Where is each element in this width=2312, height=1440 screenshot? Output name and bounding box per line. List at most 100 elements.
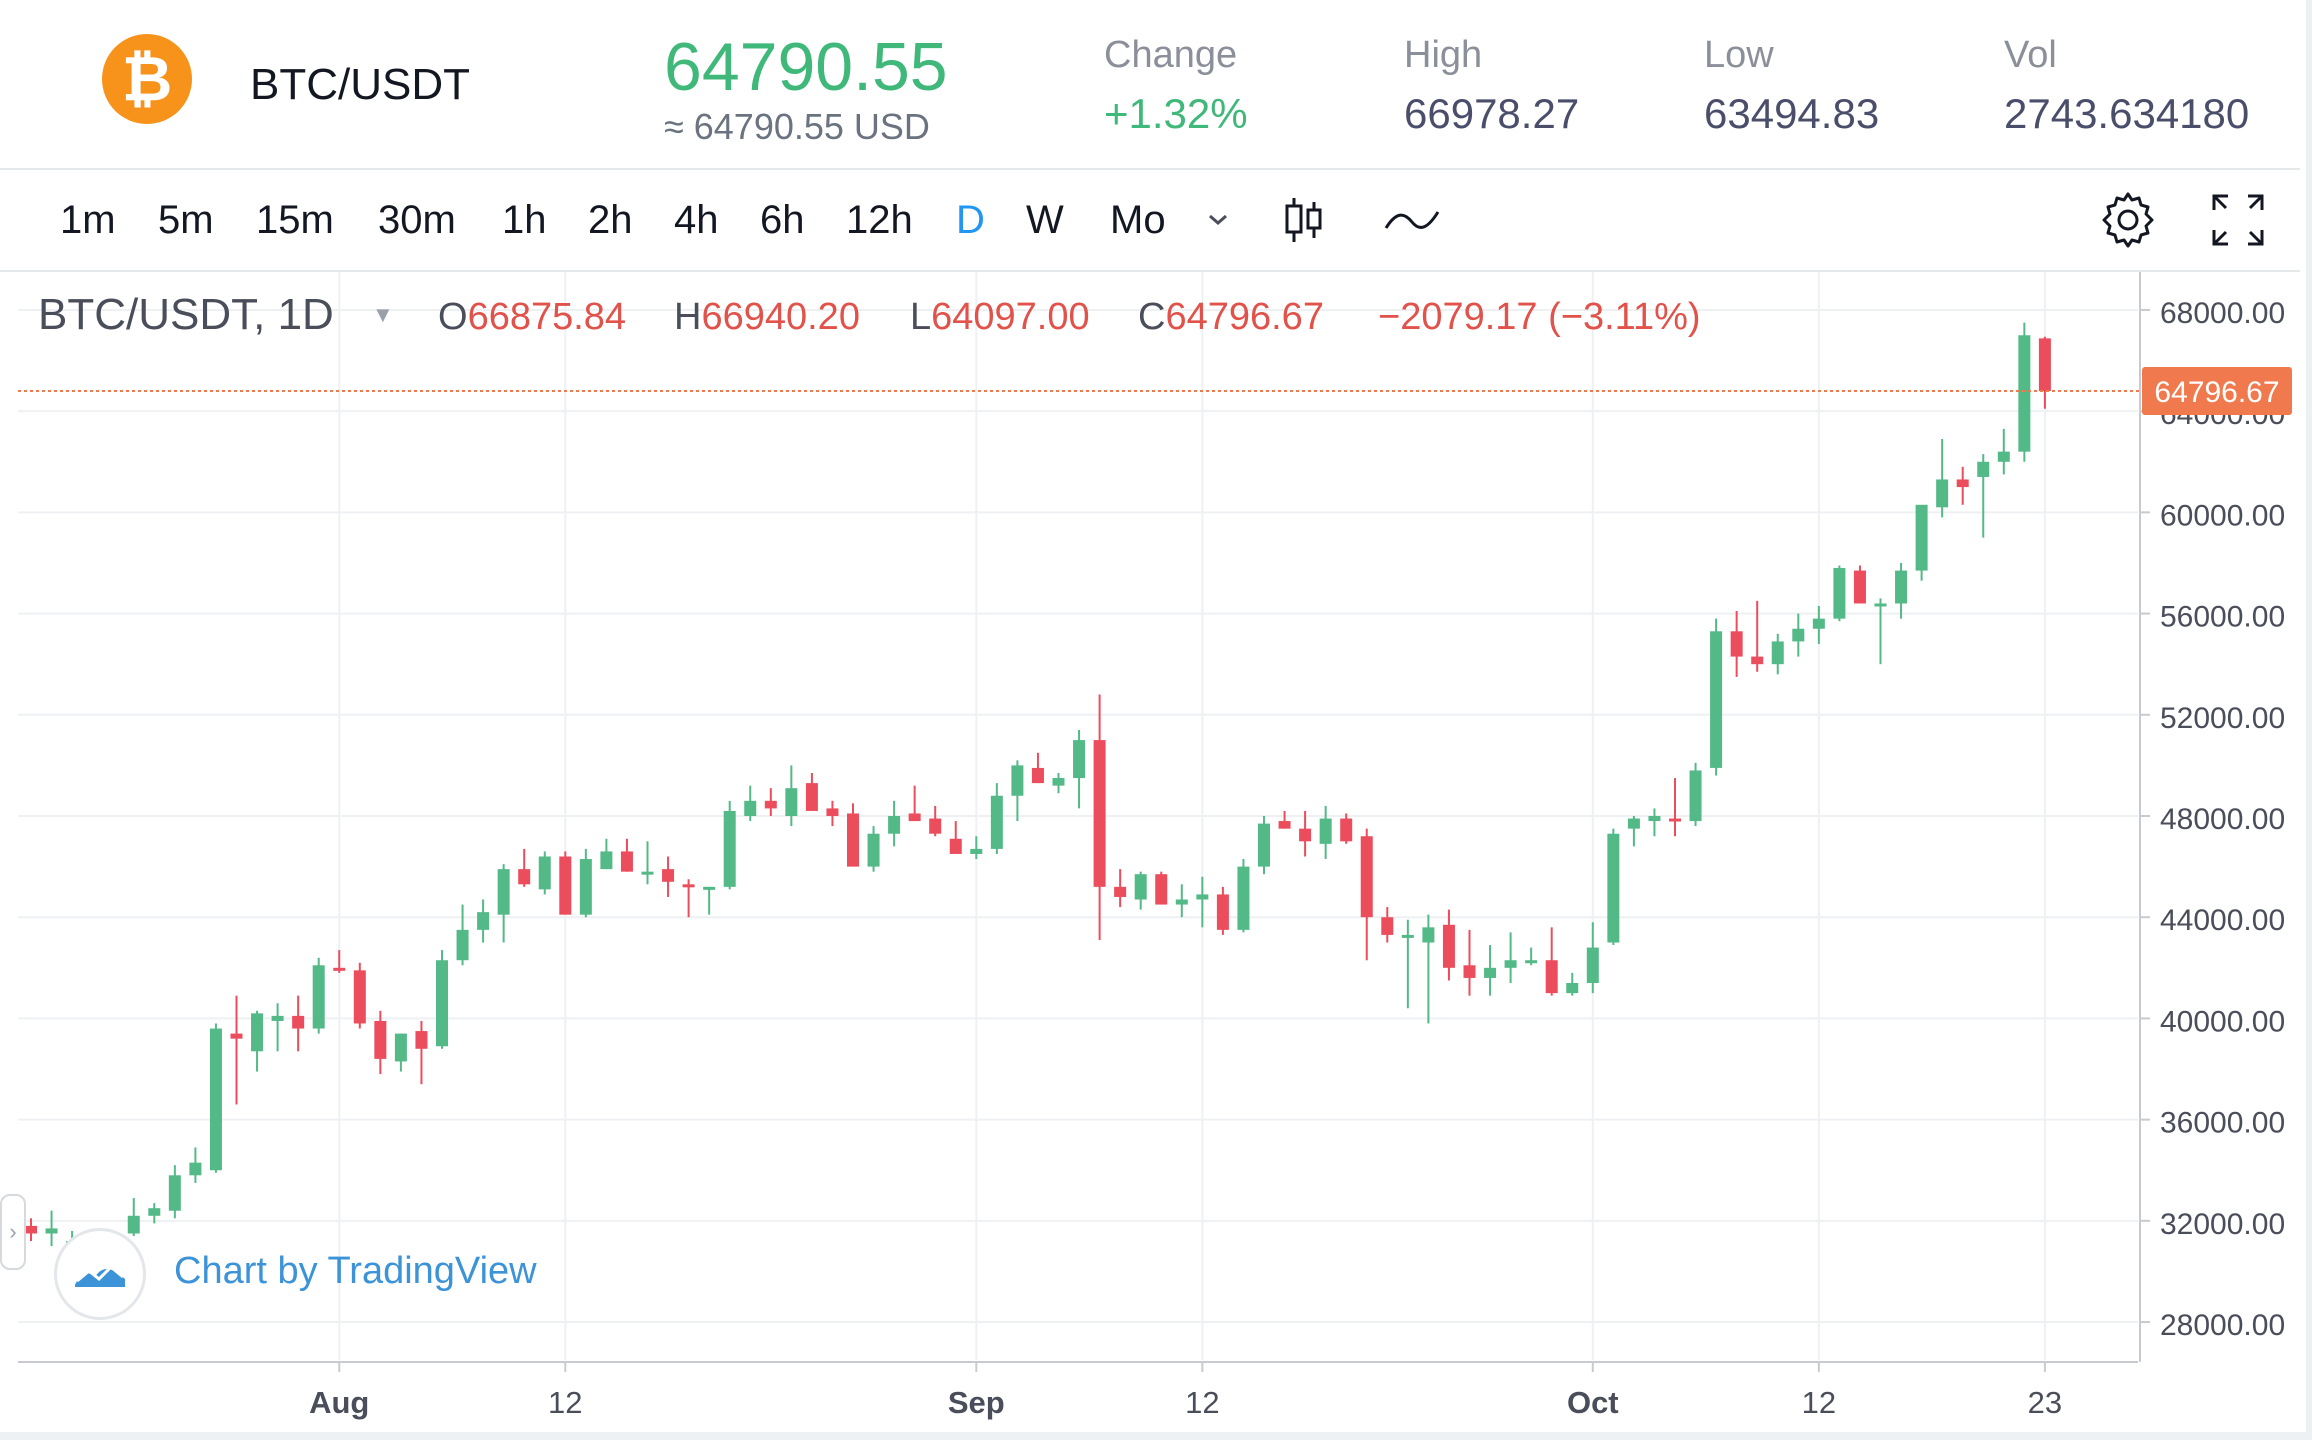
candle-body [1401,934,1414,938]
candle-body [1484,967,1497,978]
candle-body [1504,960,1517,968]
candle-body [230,1033,243,1039]
volume-label: Vol [2004,34,2057,76]
y-tick-label: 48000.00 [2160,803,2285,836]
tradingview-logo-icon[interactable] [54,1228,146,1320]
ticker-header: ₿ BTC/USDT 64790.55 ≈ 64790.55 USD Chang… [0,0,2300,170]
timeframe-4h[interactable]: 4h [674,198,719,242]
sidebar-toggle-handle[interactable]: › [0,1194,26,1270]
candle-body [600,851,613,870]
candle-body [929,818,942,834]
candle-body [1874,603,1887,607]
axes: 68000.0064000.0060000.0056000.0052000.00… [18,272,2292,1420]
timeframe-30m[interactable]: 30m [378,198,456,242]
candle-body [847,813,859,867]
y-tick-label: 68000.00 [2160,297,2285,330]
candle-body [415,1031,428,1049]
candle-body [1463,965,1476,978]
x-tick-label: 23 [2028,1385,2062,1420]
indicators-icon[interactable] [1382,190,1442,250]
settings-gear-icon[interactable] [2098,190,2158,250]
y-tick-label: 32000.00 [2160,1208,2285,1241]
candle-body [1853,570,1866,604]
legend-change: −2079.17 (−3.11%) [1378,296,1701,338]
legend-symbol[interactable]: BTC/USDT, 1D [38,290,334,339]
candle-body [1093,740,1106,887]
legend-caret-icon[interactable]: ▼ [372,302,394,327]
candle-body [805,783,818,811]
x-tick-label: Aug [309,1385,369,1420]
y-tick-label: 36000.00 [2160,1107,2285,1140]
candle-body [990,795,1003,849]
candle-body [867,833,880,867]
candle-body [1771,641,1784,665]
candle-body [826,808,839,816]
candle-body [1381,917,1394,935]
candle-body [1442,924,1455,968]
timeframe-12h[interactable]: 12h [846,198,913,242]
pair-name[interactable]: BTC/USDT [250,60,470,109]
x-tick-label: Sep [948,1385,1005,1420]
y-tick-label: 40000.00 [2160,1005,2285,1038]
candle-body [1792,628,1805,642]
timeframe-w[interactable]: W [1026,198,1064,242]
timeframe-2h[interactable]: 2h [588,198,633,242]
candle-body [1114,886,1127,897]
candle-body [744,800,757,816]
candle-body [292,1015,305,1029]
candle-body [333,967,346,971]
candle-body [312,965,325,1029]
candle-body [2038,338,2051,391]
candle-body [579,859,592,915]
candle-body [682,884,695,888]
timeframe-d[interactable]: D [956,198,985,242]
candle-body [662,869,675,882]
candle-body [908,813,921,822]
x-tick-label: 12 [1802,1385,1836,1420]
timeframe-5m[interactable]: 5m [158,198,214,242]
timeframe-mo[interactable]: Mo [1110,198,1166,242]
candle-body [1997,451,2010,462]
candle-body [1730,631,1743,657]
candle-body [2018,335,2031,452]
candle-body [1525,960,1538,964]
candle-body [518,869,531,885]
candle-body [1258,823,1270,867]
chart-grid [18,272,2138,1360]
x-tick-label: 12 [1185,1385,1219,1420]
candle-body [1956,479,1969,488]
x-tick-label: Oct [1567,1385,1619,1420]
fullscreen-icon[interactable] [2208,190,2268,250]
candle-body [1052,778,1065,786]
candle-body [394,1033,407,1062]
candle-body [1710,631,1723,768]
candle-body [353,970,366,1024]
y-tick-label: 28000.00 [2160,1309,2285,1342]
candlestick-chart[interactable]: 68000.0064000.0060000.0056000.0052000.00… [0,272,2300,1430]
candle-body [456,929,469,961]
candle-body [1216,894,1229,930]
timeframe-1h[interactable]: 1h [502,198,547,242]
last-price-tag [2142,367,2292,416]
chevron-down-icon[interactable] [1188,190,1248,250]
candle-body [189,1162,202,1176]
candle-body [1627,818,1640,829]
candle-body [1422,927,1435,943]
timeframe-6h[interactable]: 6h [760,198,805,242]
candle-body [1073,740,1086,779]
change-label: Change [1104,34,1238,76]
candle-body [888,816,901,834]
tradingview-link[interactable]: Chart by TradingView [174,1250,537,1292]
timeframe-1m[interactable]: 1m [60,198,116,242]
candle-body [559,856,572,915]
change-value: +1.32% [1104,90,1248,137]
candlestick-icon[interactable] [1274,190,1334,250]
timeframe-15m[interactable]: 15m [256,198,334,242]
candle-body [764,800,777,809]
candle-body [271,1015,284,1021]
candle-body [1812,618,1825,629]
candle-body [723,810,736,887]
candles [25,322,2051,1264]
candle-body [1360,836,1373,918]
